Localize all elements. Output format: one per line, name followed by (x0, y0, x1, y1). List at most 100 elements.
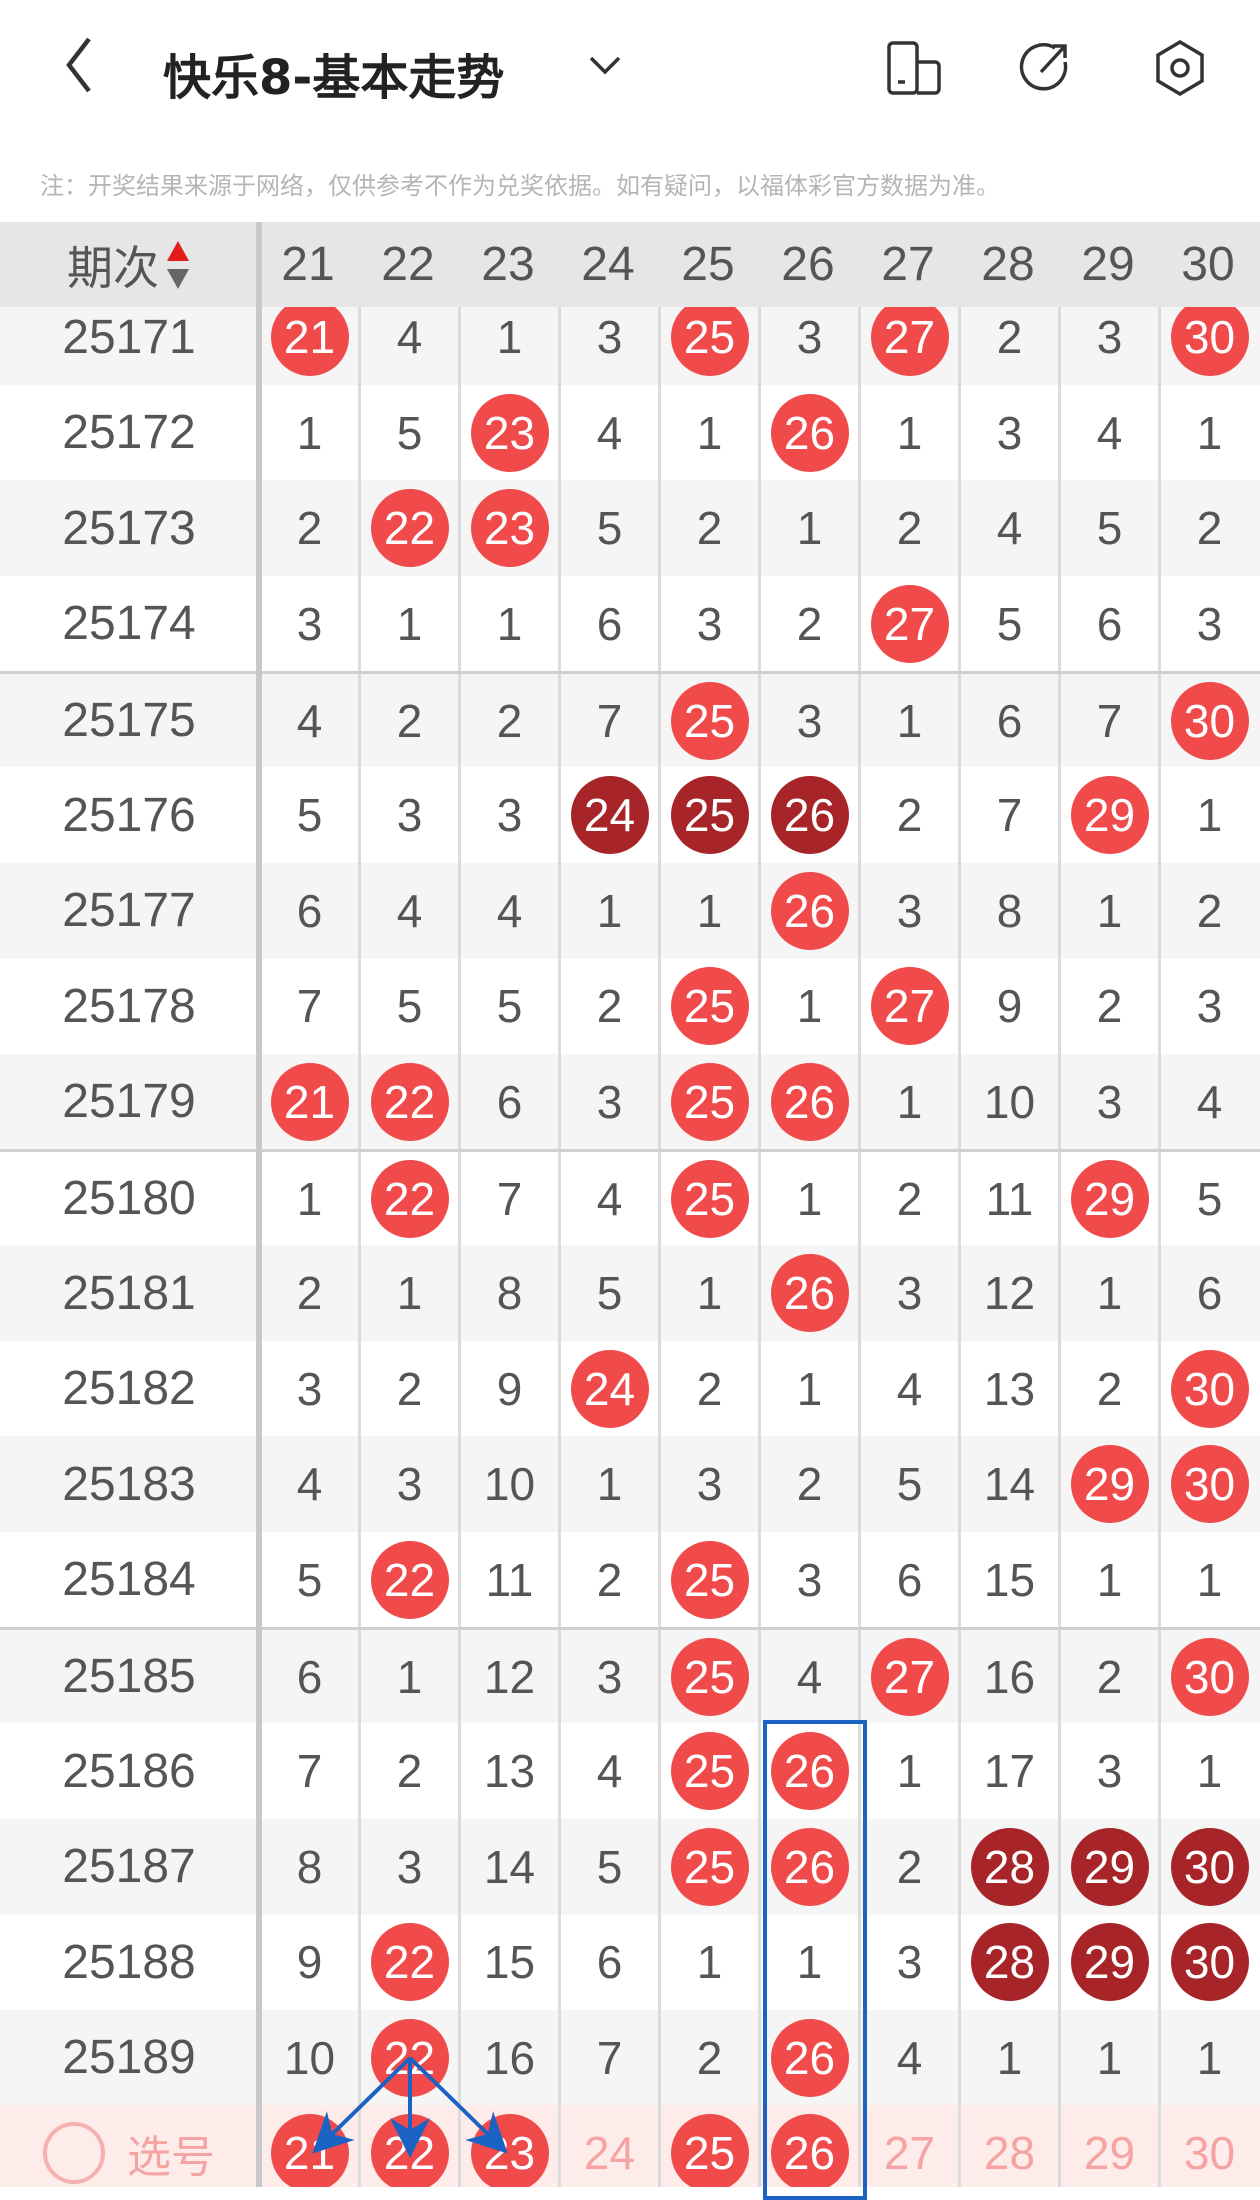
settings-button[interactable] (1150, 38, 1210, 98)
selected-ball: 22 (370, 2114, 449, 2187)
number-cell: 1 (258, 384, 358, 481)
period-cell: 25179 (62, 1075, 196, 1129)
number-cell: 10 (258, 2009, 358, 2106)
period-header[interactable]: 期次 (0, 222, 258, 307)
miss-count: 7 (596, 2031, 623, 2084)
number-cell: 15 (458, 1914, 558, 2011)
miss-count: 8 (996, 884, 1023, 937)
select-number-27[interactable]: 27 (858, 2105, 958, 2187)
number-cell: 3 (258, 575, 358, 672)
column-header-25: 25 (681, 238, 735, 291)
selected-ball: 25 (670, 2114, 749, 2187)
period-cell: 25188 (62, 1935, 196, 1989)
miss-count: 16 (983, 1650, 1036, 1703)
miss-count: 2 (896, 502, 923, 555)
table-row: 25179 21 22 6 3 25 26 1 10 3 4 (0, 1053, 1260, 1150)
select-number-29[interactable]: 29 (1058, 2105, 1158, 2187)
number-cell: 6 (558, 1914, 658, 2011)
number-cell: 1 (1058, 2009, 1158, 2106)
hit-ball: 22 (370, 1062, 449, 1141)
hit-ball: 23 (470, 393, 549, 472)
miss-count: 3 (796, 311, 823, 363)
number-cell: 21 (258, 307, 358, 385)
miss-count: 7 (996, 789, 1023, 841)
number-cell: 9 (958, 958, 1058, 1055)
number-cell: 8 (958, 862, 1058, 959)
number-cell: 30 (1158, 1914, 1258, 2011)
miss-count: 9 (996, 980, 1023, 1033)
select-number-24[interactable]: 24 (558, 2105, 658, 2187)
number-cell: 5 (558, 1245, 658, 1341)
sort-icon[interactable] (165, 239, 191, 291)
table-row: 25174 3 1 1 6 3 2 27 5 6 3 (0, 575, 1260, 672)
number-cell: 22 (358, 1914, 458, 2011)
hit-ball: 25 (670, 1637, 749, 1716)
select-number-22[interactable]: 22 (358, 2105, 458, 2187)
number-cell: 4 (1058, 384, 1158, 481)
select-number-30[interactable]: 30 (1158, 2105, 1258, 2187)
device-layout-button[interactable] (885, 38, 945, 98)
number-cell: 2 (558, 1531, 658, 1628)
number-cell: 6 (258, 1630, 358, 1724)
number-cell: 1 (758, 1340, 858, 1437)
number-cell: 4 (358, 862, 458, 959)
miss-count: 1 (396, 1267, 423, 1319)
number-cell: 28 (958, 1914, 1058, 2011)
miss-count: 2 (296, 502, 323, 555)
miss-count: 1 (1096, 1553, 1123, 1606)
hit-ball: 22 (370, 1159, 449, 1238)
miss-count: 4 (396, 311, 423, 363)
number-cell: 26 (758, 2009, 858, 2106)
radio-circle-icon[interactable] (43, 2122, 105, 2185)
number-cell: 2 (1058, 958, 1158, 1055)
number-cell: 26 (758, 1818, 858, 1915)
number-cell: 10 (958, 1053, 1058, 1150)
miss-count: 1 (896, 1745, 923, 1797)
column-header-26: 26 (781, 238, 835, 291)
number-cell: 2 (458, 674, 558, 768)
number-cell: 7 (558, 2009, 658, 2106)
select-number-26[interactable]: 26 (758, 2105, 858, 2187)
miss-count: 2 (1096, 1362, 1123, 1415)
number-cell: 25 (658, 1152, 758, 1246)
miss-count: 10 (283, 2031, 336, 2084)
select-number-21[interactable]: 21 (258, 2105, 358, 2187)
select-toggle[interactable]: 选号 (0, 2105, 258, 2187)
number-cell: 2 (558, 958, 658, 1055)
share-button[interactable] (1015, 38, 1075, 98)
number-cell: 29 (1058, 767, 1158, 863)
select-number-25[interactable]: 25 (658, 2105, 758, 2187)
consecutive-ball: 29 (1070, 1827, 1149, 1906)
number-cell: 24 (558, 1340, 658, 1437)
number-cell: 5 (558, 480, 658, 577)
miss-count: 1 (696, 1936, 723, 1989)
column-header-29: 29 (1081, 238, 1135, 291)
miss-count: 1 (796, 1362, 823, 1415)
number-cell: 1 (758, 480, 858, 577)
number-cell: 1 (858, 384, 958, 481)
number-cell: 3 (758, 674, 858, 768)
number-cell: 1 (1058, 1531, 1158, 1628)
miss-count: 1 (596, 884, 623, 937)
settings-icon (1156, 39, 1204, 97)
chevron-down-icon (589, 56, 621, 75)
number-cell: 3 (358, 1436, 458, 1533)
title-dropdown[interactable] (585, 50, 625, 80)
miss-count: 4 (1196, 1075, 1223, 1128)
select-number-23[interactable]: 23 (458, 2105, 558, 2187)
number-cell: 12 (458, 1630, 558, 1724)
number-cell: 1 (658, 862, 758, 959)
number-cell: 5 (458, 958, 558, 1055)
miss-count: 3 (1196, 597, 1223, 650)
table-row: 25173 2 22 23 5 2 1 2 4 5 2 (0, 480, 1260, 577)
select-number-28[interactable]: 28 (958, 2105, 1058, 2187)
number-cell: 10 (458, 1436, 558, 1533)
number-cell: 30 (1158, 674, 1258, 768)
period-cell: 25184 (62, 1553, 196, 1607)
column-divider (256, 222, 262, 2187)
page-title[interactable]: 快乐8-基本走势 (163, 50, 505, 106)
miss-count: 8 (296, 1840, 323, 1893)
back-button[interactable] (55, 35, 105, 95)
number-cell: 30 (1158, 1818, 1258, 1915)
miss-count: 1 (496, 311, 523, 363)
